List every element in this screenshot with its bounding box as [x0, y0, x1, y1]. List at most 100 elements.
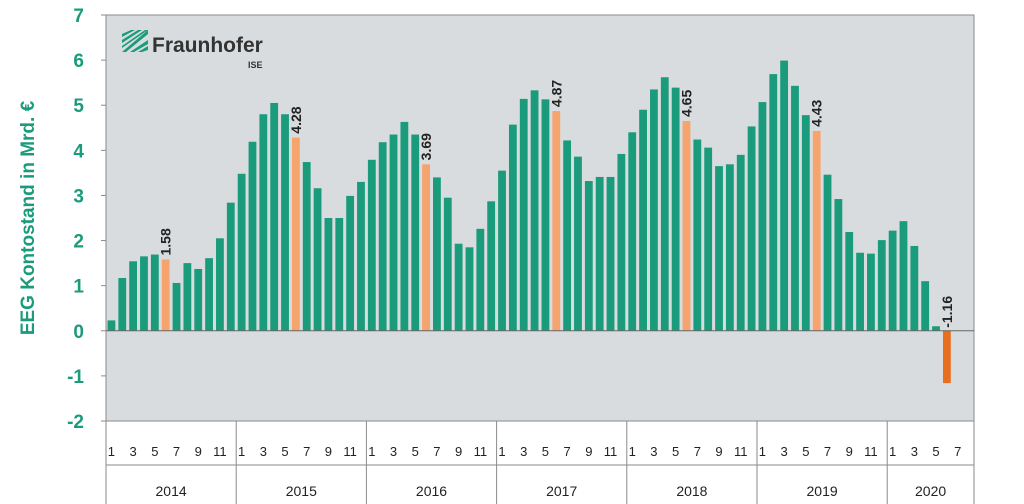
- bar-73: [899, 221, 908, 331]
- bar-58: [736, 154, 745, 331]
- bar-13: [248, 141, 257, 331]
- y-tick-label: 7: [73, 6, 84, 27]
- x-year-label: 2016: [416, 483, 447, 499]
- bar-75: [921, 281, 930, 331]
- x-tick-month: 11: [343, 444, 357, 459]
- bar-52: [671, 87, 680, 331]
- bar-17: [291, 137, 300, 331]
- x-tick-month: 5: [281, 444, 288, 459]
- bar-42: [563, 140, 572, 331]
- bar-72: [888, 230, 897, 331]
- data-label: 1.58: [158, 228, 174, 255]
- bar-61: [769, 74, 778, 331]
- x-tick-month: 9: [585, 444, 592, 459]
- bar-19: [313, 188, 322, 331]
- bar-49: [639, 109, 647, 331]
- x-tick-month: 5: [151, 444, 158, 459]
- y-tick-label: 3: [73, 186, 84, 207]
- bar-55: [704, 147, 713, 331]
- x-tick-month: 11: [734, 444, 748, 459]
- y-tick-label: 4: [73, 141, 84, 162]
- bar-37: [508, 124, 517, 331]
- bar-67: [834, 199, 843, 331]
- y-tick-label: 6: [73, 51, 84, 72]
- y-tick-label: 0: [73, 322, 84, 343]
- data-label: 4.28: [288, 106, 304, 133]
- fraunhofer-logo-icon: [122, 30, 148, 52]
- x-tick-month: 9: [325, 444, 332, 459]
- bar-47: [617, 153, 626, 331]
- bar-7: [183, 263, 192, 331]
- y-axis-label: EEG Kontostand in Mrd. €: [18, 100, 39, 335]
- bar-31: [443, 197, 452, 331]
- logo-subtitle: ISE: [248, 60, 263, 70]
- x-year-label: 2017: [546, 483, 577, 499]
- bar-23: [357, 181, 365, 331]
- bar-76: [932, 326, 940, 331]
- bar-32: [454, 243, 463, 331]
- bar-71: [877, 240, 886, 331]
- bar-1: [118, 277, 127, 331]
- y-tick-label: -2: [67, 412, 84, 433]
- x-tick-month: 1: [498, 444, 505, 459]
- x-tick-month: 3: [911, 444, 918, 459]
- x-tick-month: 9: [195, 444, 202, 459]
- bar-54: [693, 139, 702, 331]
- bar-45: [595, 176, 604, 331]
- x-tick-month: 1: [889, 444, 896, 459]
- bar-5: [161, 259, 170, 331]
- bar-77: [942, 330, 951, 384]
- bar-10: [216, 238, 224, 331]
- data-label: 4.43: [809, 99, 825, 126]
- data-label: 4.65: [678, 90, 694, 117]
- x-tick-month: 11: [864, 444, 878, 459]
- bar-4: [150, 254, 159, 331]
- x-tick-month: 5: [802, 444, 809, 459]
- x-tick-month: 9: [715, 444, 722, 459]
- x-tick-month: 1: [368, 444, 375, 459]
- x-tick-month: 9: [455, 444, 462, 459]
- bar-43: [574, 156, 582, 331]
- bar-69: [856, 252, 864, 331]
- bar-53: [682, 121, 691, 331]
- bar-24: [367, 159, 376, 331]
- bar-21: [335, 218, 344, 331]
- bar-66: [823, 174, 832, 331]
- data-labels-group: 1.58 4.28 3.69 4.87 4.65 4.43 -1.16: [158, 80, 955, 328]
- bar-39: [530, 90, 539, 331]
- bar-44: [584, 181, 593, 331]
- y-tick-label: 2: [73, 232, 84, 253]
- data-label: -1.16: [939, 296, 955, 328]
- x-tick-month: 3: [520, 444, 527, 459]
- bar-64: [801, 115, 810, 331]
- x-tick-month: 7: [954, 444, 961, 459]
- bar-12: [237, 173, 246, 331]
- x-tick-month: 3: [390, 444, 397, 459]
- x-tick-month: 7: [173, 444, 180, 459]
- bar-26: [389, 134, 398, 331]
- x-axis: 1 3 5 7 9 11 1 3 5 7 9 11 1 3 5 7 9 11 1 3 5 7 9 11 1 3 5 7 9 11 1 3 5 7 9…: [105, 421, 975, 504]
- x-tick-month: 3: [781, 444, 788, 459]
- data-label: 4.87: [548, 80, 564, 107]
- bar-34: [476, 228, 485, 331]
- bar-18: [302, 162, 311, 331]
- bar-16: [281, 114, 289, 331]
- bar-22: [346, 195, 355, 331]
- bar-60: [758, 102, 767, 331]
- bar-46: [606, 176, 615, 331]
- plot-area: [105, 14, 975, 422]
- bar-30: [433, 177, 441, 331]
- x-tick-month: 7: [433, 444, 440, 459]
- bar-38: [519, 98, 528, 331]
- bar-33: [465, 247, 474, 331]
- x-year-label: 2018: [676, 483, 707, 499]
- bar-11: [226, 202, 235, 331]
- bar-27: [400, 121, 409, 331]
- x-tick-month: 5: [412, 444, 419, 459]
- x-tick-month: 3: [130, 444, 137, 459]
- logo-name: Fraunhofer: [152, 34, 263, 57]
- x-tick-month: 11: [474, 444, 488, 459]
- bar-65: [812, 130, 821, 331]
- x-tick-month: 1: [238, 444, 245, 459]
- bar-36: [498, 170, 506, 331]
